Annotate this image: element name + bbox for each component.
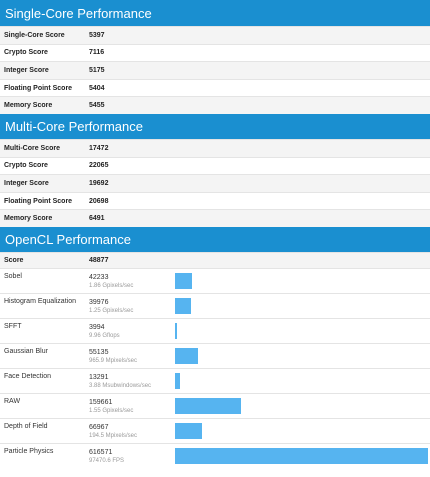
workload-score: 13291 bbox=[89, 373, 109, 381]
single-core-float-row: Floating Point Score 5404 bbox=[0, 78, 430, 97]
workload-rate: 965.9 Mpixels/sec bbox=[89, 357, 138, 364]
row-value: 5455 bbox=[89, 102, 105, 110]
workload-bar bbox=[175, 272, 193, 289]
multi-core-score-row: Multi-Core Score 17472 bbox=[0, 138, 430, 157]
workload-bar bbox=[175, 347, 198, 364]
single-core-section: Single-Core Performance Single-Core Scor… bbox=[0, 0, 430, 114]
row-label: Integer Score bbox=[4, 179, 49, 187]
workload-label: Face Detection bbox=[4, 372, 52, 380]
workload-score: 66967 bbox=[89, 423, 109, 431]
single-core-score-row: Single-Core Score 5397 bbox=[0, 26, 430, 44]
opencl-section: OpenCL Performance Score 48877 Sobel 422… bbox=[0, 226, 430, 468]
row-label: Floating Point Score bbox=[4, 197, 73, 205]
row-value: 22065 bbox=[89, 162, 109, 170]
workload-label: Histogram Equalization bbox=[4, 297, 76, 305]
row-value: 19692 bbox=[89, 179, 109, 187]
workload-rate: 1.25 Gpixels/sec bbox=[89, 307, 134, 314]
workload-rate: 1.86 Gpixels/sec bbox=[89, 282, 134, 289]
multi-core-memory-row: Memory Score 6491 bbox=[0, 209, 430, 227]
workload-score: 159661 bbox=[89, 398, 113, 406]
multi-core-header: Multi-Core Performance bbox=[0, 113, 430, 139]
workload-label: Particle Physics bbox=[4, 447, 54, 455]
row-value: 20698 bbox=[89, 197, 109, 205]
workload-score: 55135 bbox=[89, 348, 109, 356]
workload-rate: 9.96 Gflops bbox=[89, 332, 120, 339]
workload-bar bbox=[175, 397, 241, 414]
workload-row: Face Detection 13291 3.88 Msubwindows/se… bbox=[0, 367, 430, 393]
workload-label: Depth of Field bbox=[4, 422, 48, 430]
workload-label: SFFT bbox=[4, 322, 22, 330]
workload-rate: 194.5 Mpixels/sec bbox=[89, 432, 138, 439]
single-core-header: Single-Core Performance bbox=[0, 0, 430, 26]
opencl-workload-list: Sobel 42233 1.86 Gpixels/sec Histogram E… bbox=[0, 267, 430, 468]
row-value: 48877 bbox=[89, 256, 109, 264]
multi-core-float-row: Floating Point Score 20698 bbox=[0, 191, 430, 210]
workload-bar bbox=[175, 322, 177, 339]
workload-rate: 1.55 Gpixels/sec bbox=[89, 407, 134, 414]
multi-core-crypto-row: Crypto Score 22065 bbox=[0, 156, 430, 175]
single-core-integer-row: Integer Score 5175 bbox=[0, 61, 430, 79]
workload-row: Sobel 42233 1.86 Gpixels/sec bbox=[0, 267, 430, 293]
single-core-crypto-row: Crypto Score 7116 bbox=[0, 43, 430, 62]
row-label: Crypto Score bbox=[4, 49, 48, 57]
row-label: Memory Score bbox=[4, 215, 53, 223]
workload-row: RAW 159661 1.55 Gpixels/sec bbox=[0, 392, 430, 418]
workload-bar bbox=[175, 372, 181, 389]
workload-row: SFFT 3994 9.96 Gflops bbox=[0, 317, 430, 343]
workload-row: Histogram Equalization 39976 1.25 Gpixel… bbox=[0, 292, 430, 318]
workload-score: 616571 bbox=[89, 448, 113, 456]
row-label: Crypto Score bbox=[4, 162, 48, 170]
workload-rate: 3.88 Msubwindows/sec bbox=[89, 382, 152, 389]
workload-label: RAW bbox=[4, 397, 21, 405]
row-label: Multi-Core Score bbox=[4, 144, 61, 152]
opencl-score-row: Score 48877 bbox=[0, 251, 430, 268]
workload-rate: 97470.6 FPS bbox=[89, 457, 125, 464]
row-value: 5175 bbox=[89, 66, 105, 74]
workload-score: 3994 bbox=[89, 323, 105, 331]
workload-label: Sobel bbox=[4, 272, 22, 280]
multi-core-integer-row: Integer Score 19692 bbox=[0, 174, 430, 192]
workload-score: 39976 bbox=[89, 298, 109, 306]
row-label: Score bbox=[4, 256, 24, 264]
opencl-header: OpenCL Performance bbox=[0, 226, 430, 252]
row-label: Memory Score bbox=[4, 102, 53, 110]
workload-score: 42233 bbox=[89, 273, 109, 281]
row-label: Floating Point Score bbox=[4, 84, 73, 92]
row-value: 17472 bbox=[89, 144, 109, 152]
workload-row: Gaussian Blur 55135 965.9 Mpixels/sec bbox=[0, 342, 430, 368]
multi-core-section: Multi-Core Performance Multi-Core Score … bbox=[0, 113, 430, 227]
workload-bar bbox=[175, 447, 428, 464]
workload-bar bbox=[175, 422, 203, 439]
row-label: Single-Core Score bbox=[4, 31, 65, 39]
workload-row: Depth of Field 66967 194.5 Mpixels/sec bbox=[0, 417, 430, 443]
row-value: 5404 bbox=[89, 84, 105, 92]
row-value: 7116 bbox=[89, 49, 105, 57]
workload-row: Particle Physics 616571 97470.6 FPS bbox=[0, 442, 430, 468]
workload-bar bbox=[175, 297, 192, 314]
single-core-memory-row: Memory Score 5455 bbox=[0, 96, 430, 114]
row-value: 5397 bbox=[89, 31, 105, 39]
row-value: 6491 bbox=[89, 215, 105, 223]
workload-label: Gaussian Blur bbox=[4, 347, 48, 355]
row-label: Integer Score bbox=[4, 66, 49, 74]
